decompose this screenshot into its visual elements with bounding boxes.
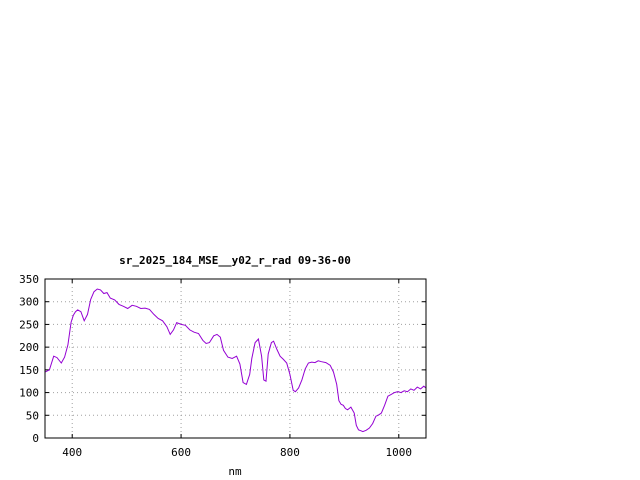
plot-frame (44, 278, 427, 439)
x-axis-label: nm (228, 465, 242, 478)
chart-title: sr_2025_184_MSE__y02_r_rad 09-36-00 (119, 254, 351, 267)
y-tick-label: 350 (19, 273, 39, 286)
y-tick-label: 250 (19, 318, 39, 331)
x-tick-label: 800 (280, 446, 300, 459)
y-tick-label: 150 (19, 364, 39, 377)
x-tick-label: 600 (171, 446, 191, 459)
y-tick-label: 100 (19, 387, 39, 400)
x-tick-label: 1000 (386, 446, 413, 459)
series-line (44, 288, 427, 433)
axis-ticks: 0 50 100 150 200 250 300 350 400 600 800 1000 (19, 273, 426, 459)
series-group (44, 288, 427, 433)
y-tick-label: 200 (19, 341, 39, 354)
x-tick-label: 400 (62, 446, 82, 459)
gridlines (45, 279, 426, 438)
y-tick-label: 0 (32, 432, 39, 445)
y-tick-label: 50 (26, 409, 39, 422)
y-tick-label: 300 (19, 296, 39, 309)
